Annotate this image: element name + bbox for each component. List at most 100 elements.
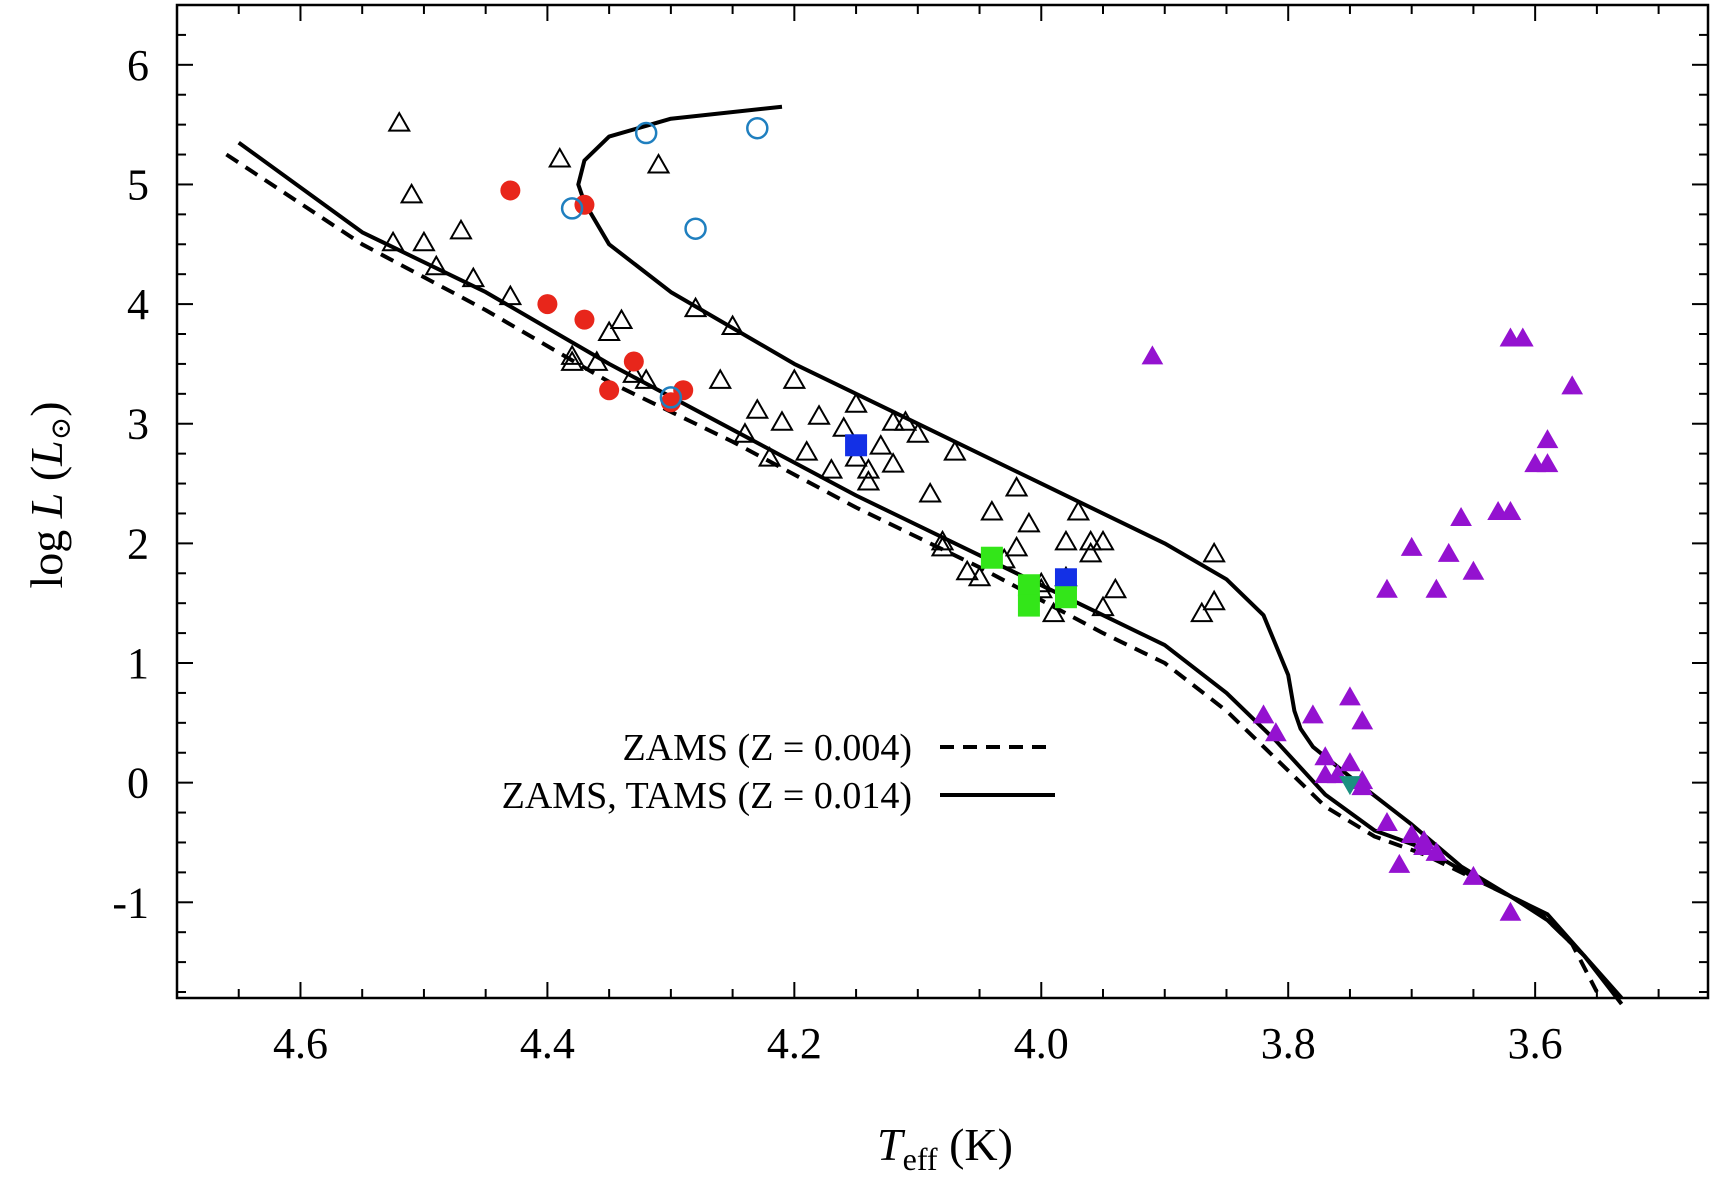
open-triangle-point [844, 446, 868, 467]
open-triangle-point [708, 368, 732, 389]
purple-filled-triangle-point [1462, 560, 1485, 580]
purple-filled-triangle-point [1265, 722, 1287, 742]
x-axis-title: Teff (K) [877, 1119, 1013, 1177]
red-filled-circle-point [574, 309, 595, 330]
open-triangle-point [893, 410, 918, 431]
open-triangle-point [597, 320, 621, 342]
open-triangle-point [1091, 529, 1115, 551]
blue-filled-square-point [1054, 568, 1077, 591]
open-triangle-point [807, 404, 831, 425]
plot-frame [175, 3, 1710, 1000]
open-triangle-point [585, 350, 609, 371]
red-filled-circle-point [537, 294, 558, 315]
open-triangle-point [757, 446, 782, 467]
y-tick-label: 3 [127, 400, 149, 449]
open-triangle-point [869, 434, 893, 455]
open-triangle-point [560, 350, 584, 371]
open-triangle-point [782, 368, 807, 389]
blue-open-circle-point [659, 386, 683, 409]
y-tick-label: 2 [127, 519, 149, 568]
open-triangle-point [980, 499, 1004, 521]
open-triangle-point [449, 218, 473, 240]
open-triangle-point [387, 111, 411, 132]
open-triangle-point [412, 230, 436, 252]
purple-filled-triangle-point [1400, 536, 1423, 556]
blue-filled-square-point [845, 434, 868, 457]
open-triangle-point [955, 559, 979, 581]
blue-open-circle-point [634, 121, 658, 145]
blue-open-circle-point [560, 197, 584, 220]
open-triangle-point [1004, 476, 1029, 497]
y-axis-title: log L (L⊙) [21, 401, 77, 588]
blue-open-circle-point [684, 217, 707, 240]
open-triangle-point [381, 230, 405, 252]
track-tams-z-0-014 [576, 104, 1624, 1000]
open-triangle-point [856, 470, 881, 491]
open-triangle-point [646, 152, 671, 174]
open-triangle-point [424, 254, 449, 276]
purple-filled-triangle-point [1561, 375, 1584, 395]
open-triangle-point [745, 398, 770, 419]
purple-filled-triangle-point [1536, 429, 1559, 449]
purple-filled-triangle-point [1425, 578, 1448, 598]
open-triangle-point [881, 452, 905, 473]
track-zams-z-0-014 [237, 140, 1624, 1006]
purple-filled-triangle-point [1141, 345, 1164, 365]
green-filled-square-point [1017, 594, 1040, 617]
open-triangle-point [918, 482, 942, 503]
open-triangle-point [1041, 601, 1066, 623]
open-triangle-point [1017, 511, 1041, 533]
open-triangle-point [548, 147, 572, 168]
purple-filled-triangle-point [1400, 823, 1423, 843]
open-triangle-point [856, 458, 881, 479]
legend-label-zams-tams-z014: ZAMS, TAMS (Z = 0.014) [502, 775, 912, 817]
purple-filled-triangle-point [1351, 710, 1374, 730]
purple-filled-triangle-point [1462, 865, 1485, 885]
open-triangle-point [1202, 589, 1226, 611]
open-triangle-point [683, 296, 708, 318]
purple-filled-triangle-point [1351, 776, 1374, 796]
red-filled-circle-point [500, 180, 521, 201]
x-tick-label: 3.6 [1508, 1019, 1563, 1068]
open-triangle-point [560, 344, 584, 365]
axes: 4.6 4.4 4.2 4.0 3.8 3.6 6 5 4 3 2 1 0 -1 [112, 3, 1710, 1068]
y-tick-label: 6 [127, 41, 149, 90]
red-filled-circle-point [673, 380, 694, 401]
y-tick-label: 5 [127, 160, 149, 209]
y-tick-label: 1 [127, 639, 149, 688]
red-filled-circle-point [623, 351, 644, 372]
open-triangle-point [1078, 529, 1103, 551]
y-tick-label: 4 [127, 280, 149, 329]
x-tick-label: 4.2 [767, 1019, 822, 1068]
open-triangle-point [881, 410, 905, 431]
y-tick-label: -1 [112, 878, 149, 927]
red-filled-circle-point [574, 194, 595, 215]
track-zams-z-0-004 [225, 152, 1599, 993]
purple-filled-triangle-point [1302, 704, 1324, 724]
open-triangle-point [906, 422, 930, 443]
purple-filled-triangle-point [1437, 542, 1460, 562]
data-points [381, 111, 1584, 921]
open-triangle-point [1091, 595, 1115, 617]
purple-filled-triangle-point [1413, 835, 1435, 855]
open-triangle-point [794, 440, 819, 461]
open-triangle-point [1202, 541, 1226, 563]
purple-filled-triangle-point [1376, 812, 1398, 832]
purple-filled-triangle-point [1499, 500, 1522, 520]
green-filled-square-point [1017, 574, 1040, 597]
open-triangle-point [622, 362, 646, 383]
open-triangle-point [1004, 535, 1029, 557]
teal-filled-down-triangle-point [1339, 776, 1361, 796]
purple-filled-triangle-point [1314, 764, 1337, 784]
legend-label-zams-z004: ZAMS (Z = 0.004) [622, 727, 912, 769]
open-triangle-point [498, 284, 523, 306]
purple-filled-triangle-point [1499, 327, 1522, 347]
red-filled-circle-point [599, 380, 620, 401]
open-triangle-point [1054, 529, 1078, 551]
legend: ZAMS (Z = 0.004) ZAMS, TAMS (Z = 0.014) [502, 727, 1055, 817]
open-triangle-point [943, 440, 967, 461]
open-triangle-point [832, 416, 856, 437]
x-tick-label: 4.6 [273, 1019, 328, 1068]
open-triangle-point [461, 266, 486, 288]
